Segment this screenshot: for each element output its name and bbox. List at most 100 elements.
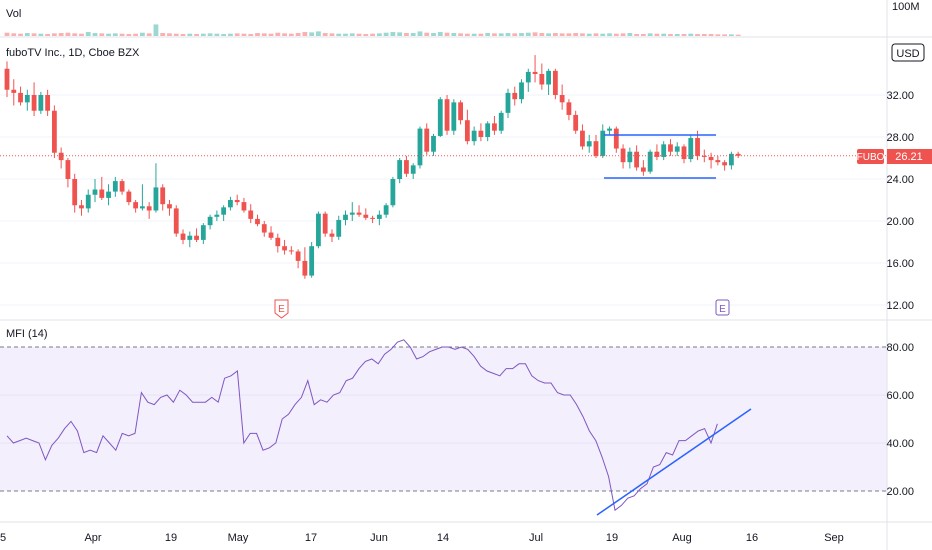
candle-body: [376, 214, 382, 219]
candle-body: [478, 130, 484, 137]
candle-body: [471, 130, 477, 142]
candle-body: [573, 114, 579, 131]
volume-bar: [464, 33, 470, 36]
time-axis: 5 Apr 19 May 17 Jun 14 Jul 19 Aug 16 Sep: [0, 532, 844, 544]
candle-body: [383, 205, 389, 215]
volume-bar: [228, 33, 233, 36]
volume-bar: [119, 33, 125, 36]
candle-body: [539, 74, 545, 85]
candle-body: [268, 232, 274, 238]
candle-body: [85, 194, 91, 209]
volume-bar: [600, 33, 606, 36]
time-tick-label: May: [228, 532, 249, 544]
volume-bar: [525, 32, 531, 36]
candle-body: [65, 160, 71, 179]
volume-bar: [471, 33, 477, 36]
candle-body: [167, 204, 172, 209]
time-tick-label: 5: [0, 532, 6, 544]
candle-body: [634, 151, 640, 168]
price-tick-label: 28.00: [886, 132, 914, 144]
candle-body: [600, 130, 606, 156]
time-tick-label: 14: [437, 532, 449, 544]
volume-bar: [261, 33, 267, 36]
mfi-pane-title: MFI (14): [6, 328, 48, 340]
volume-bar: [363, 34, 369, 36]
earnings-marker-purple[interactable]: E: [715, 299, 730, 316]
last-price-badge: [887, 149, 932, 164]
candle-body: [349, 212, 355, 215]
volume-bar: [390, 32, 396, 36]
candle-body: [140, 206, 145, 209]
volume-bar: [580, 33, 585, 36]
candle-body: [146, 206, 152, 211]
candle-body: [194, 235, 199, 240]
candle-body: [58, 152, 64, 161]
volume-pane-title: Vol: [6, 8, 21, 20]
volume-bar: [552, 33, 558, 36]
candle-body: [668, 144, 673, 152]
candle-body: [153, 187, 159, 211]
time-tick-label: 19: [165, 532, 177, 544]
candle-body: [654, 151, 660, 157]
candle-body: [79, 205, 84, 209]
candle-body: [458, 102, 463, 121]
candle-body: [492, 123, 497, 131]
volume-bar: [336, 33, 342, 36]
candle-body: [370, 217, 375, 219]
candle-body: [437, 99, 443, 136]
candle-body: [119, 181, 125, 192]
candle-body: [722, 162, 728, 166]
candle-body: [228, 200, 233, 208]
candle-body: [234, 200, 240, 203]
volume-bar: [329, 33, 335, 36]
volume-bar: [187, 33, 193, 36]
volume-bar: [370, 33, 375, 36]
candle-body: [329, 233, 335, 237]
candle-body: [580, 130, 585, 147]
mfi-tick-label: 40.00: [886, 438, 914, 450]
earnings-marker-label-upcoming: E: [719, 304, 726, 315]
volume-bar: [140, 32, 145, 36]
mfi-trend-line[interactable]: [596, 408, 752, 516]
earnings-marker-red[interactable]: E: [274, 299, 289, 319]
candle-body: [525, 71, 531, 83]
time-tick-label: 19: [606, 532, 618, 544]
volume-bar: [505, 33, 511, 36]
volume-bar: [356, 33, 362, 36]
candle-body: [282, 246, 287, 251]
candle-body: [404, 160, 409, 174]
volume-bar: [728, 34, 734, 36]
volume-bar: [349, 33, 355, 36]
volume-bar: [31, 33, 37, 36]
currency-badge[interactable]: [891, 43, 925, 62]
volume-bar: [126, 34, 132, 36]
volume-bar: [668, 34, 673, 36]
mfi-band: [0, 347, 887, 491]
volume-bar: [722, 34, 728, 36]
volume-bar: [167, 33, 172, 36]
candle-body: [464, 120, 470, 142]
volume-bar: [180, 34, 186, 36]
volume-bar: [634, 34, 640, 36]
candle-body: [728, 153, 734, 166]
volume-bar: [85, 32, 91, 36]
volume-bar: [708, 34, 714, 36]
volume-bar: [498, 33, 504, 36]
volume-bar: [248, 34, 254, 36]
candle-body: [356, 212, 362, 215]
volume-bar: [654, 33, 660, 36]
price-tick-label: 24.00: [886, 174, 914, 186]
candle-body: [200, 225, 206, 240]
candle-body: [546, 70, 551, 85]
volume-bar: [620, 33, 626, 36]
volume-bar: [214, 33, 220, 36]
candle-body: [444, 99, 450, 131]
volume-bar: [519, 33, 524, 36]
volume-bar: [627, 33, 633, 36]
earnings-marker-label: E: [278, 304, 285, 315]
volume-bar: [688, 33, 694, 36]
volume-bar: [573, 33, 579, 36]
volume-bar: [295, 33, 301, 36]
symbol-title: fuboTV Inc., 1D, Cboe BZX: [6, 47, 140, 59]
